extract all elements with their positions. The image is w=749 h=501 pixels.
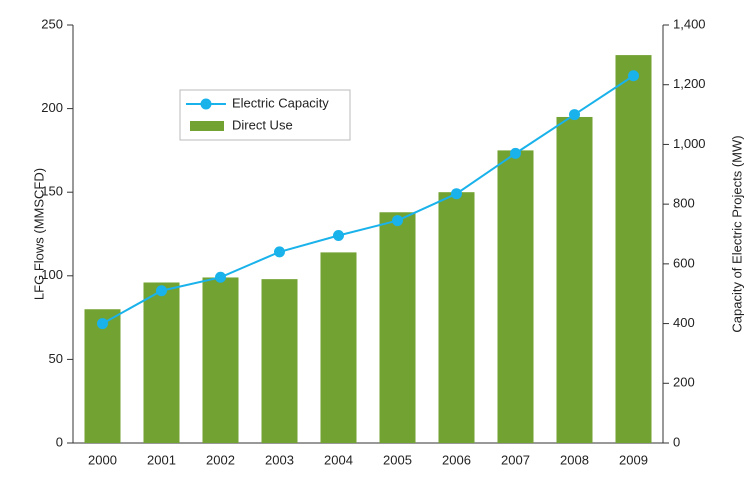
bar	[556, 116, 593, 444]
x-tick-label: 2000	[88, 452, 117, 467]
y2-tick-label: 0	[673, 434, 680, 449]
bar	[615, 55, 652, 443]
line-point	[156, 285, 167, 297]
y2-tick-label: 1,000	[673, 136, 706, 151]
line-point	[569, 109, 580, 121]
legend-dot	[200, 98, 212, 110]
line-point	[451, 188, 462, 200]
legend-swatch	[190, 121, 224, 131]
y2-tick-label: 200	[673, 375, 695, 390]
bar	[497, 150, 534, 443]
line	[102, 74, 635, 325]
y2-axis-label: Capacity of Electric Projects (MW)	[729, 135, 744, 332]
y-tick-label: 200	[41, 100, 63, 115]
y-tick-label: 100	[41, 267, 63, 282]
y-tick-label: 0	[56, 434, 63, 449]
x-tick-label: 2005	[383, 452, 412, 467]
x-tick-label: 2004	[324, 452, 353, 467]
x-tick-label: 2002	[206, 452, 235, 467]
y-tick-label: 150	[41, 184, 63, 199]
bar	[84, 309, 121, 443]
x-tick-label: 2003	[265, 452, 294, 467]
bar	[261, 279, 298, 443]
x-tick-label: 2007	[501, 452, 530, 467]
y2-tick-label: 1,200	[673, 76, 706, 91]
y-axis-label: LFG Flows (MMSCFD)	[31, 168, 46, 300]
bar	[202, 277, 239, 443]
y-tick-label: 250	[41, 16, 63, 31]
bar	[379, 212, 416, 443]
y2-tick-label: 800	[673, 196, 695, 211]
legend-label: Direct Use	[232, 117, 293, 132]
line-point	[510, 147, 521, 159]
y2-tick-label: 1,400	[673, 16, 706, 31]
x-tick-label: 2009	[619, 452, 648, 467]
line-point	[97, 318, 108, 330]
line-point	[274, 246, 285, 258]
y-tick-label: 50	[49, 351, 63, 366]
bar	[438, 192, 475, 443]
y2-tick-label: 400	[673, 315, 695, 330]
line-point	[333, 229, 344, 241]
line-point	[215, 271, 226, 283]
x-tick-label: 2001	[147, 452, 176, 467]
bar	[143, 282, 180, 443]
legend-box	[179, 89, 351, 141]
line-point	[628, 70, 639, 82]
line-point	[392, 215, 403, 227]
x-tick-label: 2008	[560, 452, 589, 467]
y2-tick-label: 600	[673, 255, 695, 270]
bar	[320, 252, 357, 443]
legend-label: Electric Capacity	[232, 95, 329, 110]
x-tick-label: 2006	[442, 452, 471, 467]
